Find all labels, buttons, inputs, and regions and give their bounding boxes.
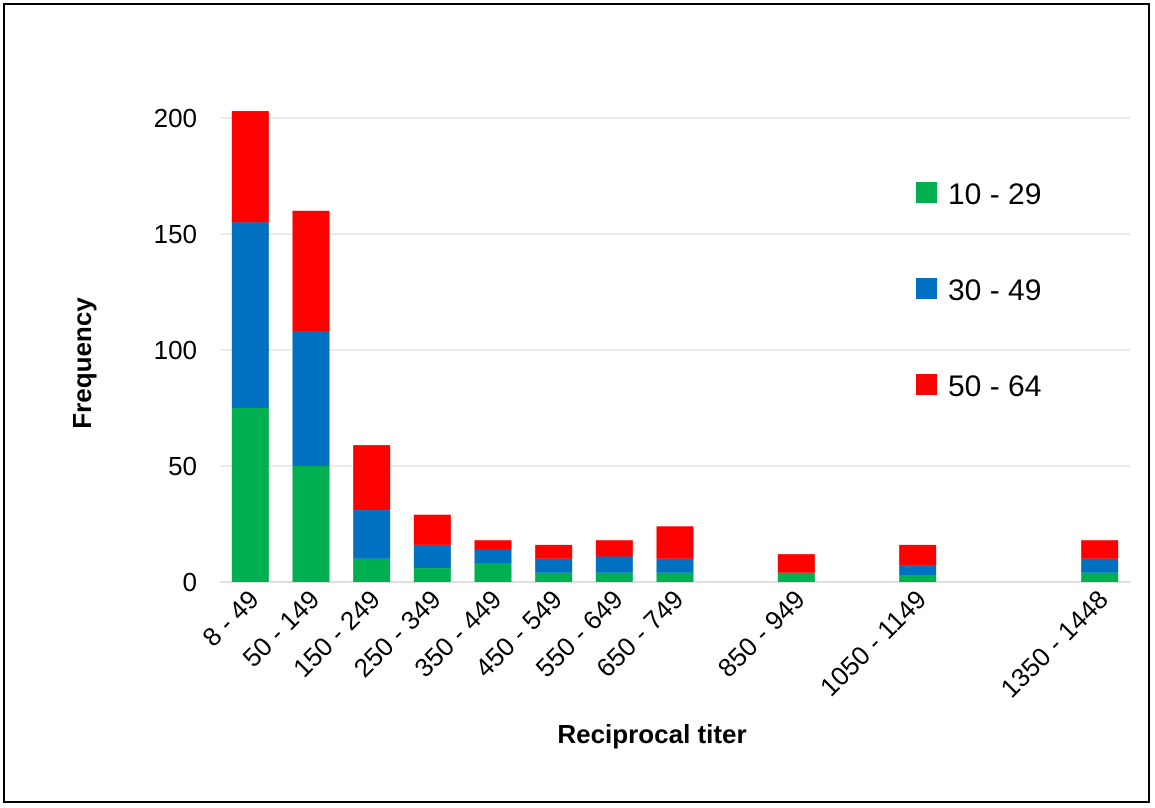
bar-segment <box>353 510 391 559</box>
x-tick-label: 850 - 949 <box>712 584 811 683</box>
bar-segment <box>292 466 330 582</box>
bar-segment <box>474 540 512 550</box>
bar-segment <box>231 222 269 408</box>
chart-frame: 0 50 100 150 200 8 - 49 50 - 149 150 - 249 250 … <box>3 3 1150 803</box>
bar-segment <box>656 526 694 559</box>
bar-segment <box>1081 540 1119 559</box>
bar-segment <box>535 558 573 573</box>
bar-segment <box>474 549 512 564</box>
bars <box>231 111 1119 582</box>
bar-segment <box>413 544 451 569</box>
bar-segment <box>899 575 937 582</box>
bar-segment <box>413 568 451 582</box>
bar-segment <box>231 111 269 223</box>
bar-segment <box>656 572 694 582</box>
x-axis-title: Reciprocal titer <box>557 719 746 749</box>
bar-segment <box>292 331 330 466</box>
bar-segment <box>656 558 694 573</box>
legend-swatch <box>916 182 937 203</box>
x-tick-label: 1350 - 1448 <box>995 584 1114 703</box>
bar-segment <box>595 540 633 557</box>
bar-segment <box>1081 558 1119 573</box>
bar-segment <box>353 558 391 582</box>
legend-swatch <box>916 374 937 395</box>
bar-segment <box>899 544 937 566</box>
y-tick-label: 150 <box>154 219 197 249</box>
bar-segment <box>413 514 451 545</box>
bar-segment <box>535 544 573 559</box>
bar-segment <box>777 572 815 582</box>
legend-label: 50 - 64 <box>948 370 1041 403</box>
y-tick-label: 50 <box>168 451 197 481</box>
legend: 10 - 29 30 - 49 50 - 64 <box>916 178 1041 403</box>
legend-label: 30 - 49 <box>948 274 1041 307</box>
bar-segment <box>474 563 512 582</box>
bar-segment <box>231 408 269 582</box>
bar-segment <box>1081 572 1119 582</box>
bar-segment <box>353 445 391 511</box>
bar-segment <box>292 210 330 332</box>
y-tick-labels: 0 50 100 150 200 <box>154 103 197 597</box>
bar-segment <box>595 572 633 582</box>
y-axis-title: Frequency <box>67 297 97 429</box>
bar-segment <box>595 556 633 573</box>
bar-segment <box>777 554 815 573</box>
legend-label: 10 - 29 <box>948 178 1041 211</box>
y-tick-label: 0 <box>183 567 197 597</box>
bar-segment <box>535 572 573 582</box>
bar-segment <box>899 565 937 576</box>
legend-swatch <box>916 278 937 299</box>
y-tick-label: 200 <box>154 103 197 133</box>
x-tick-label: 1050 - 1149 <box>814 584 932 702</box>
y-tick-label: 100 <box>154 335 197 365</box>
